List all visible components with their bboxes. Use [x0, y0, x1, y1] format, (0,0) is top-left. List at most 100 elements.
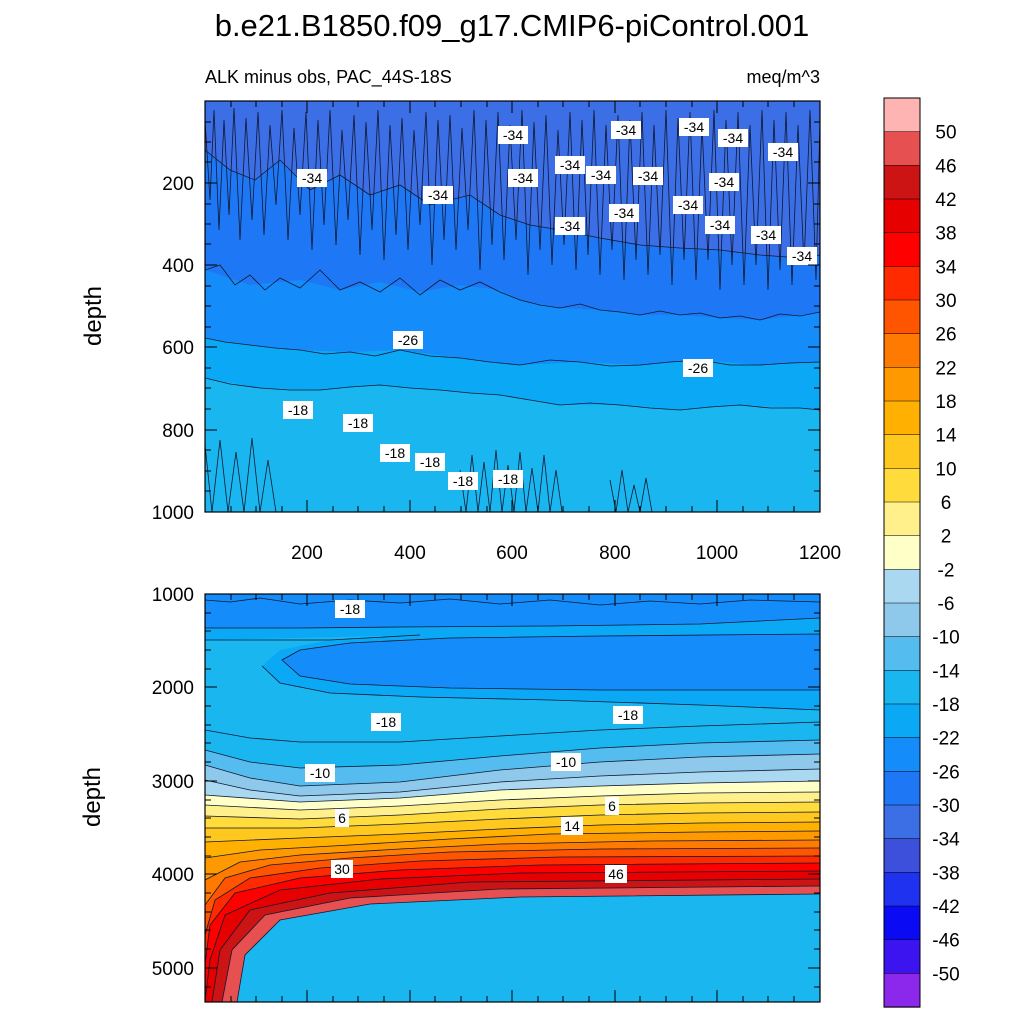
colorbar-box: [883, 299, 921, 335]
contour-label: -18: [448, 472, 478, 490]
contour-label: -34: [498, 126, 528, 144]
lower-ytick-label: 2000: [152, 678, 194, 699]
colorbar-box: [883, 131, 921, 166]
colorbar-level-label: -42: [932, 897, 959, 918]
colorbar-frame: [883, 97, 921, 1008]
lower-contour-fill: [205, 594, 820, 1002]
contour-label: -18: [335, 600, 365, 618]
lower-band-minus14: [205, 740, 820, 786]
contour-label: -34: [297, 169, 327, 187]
svg-text:-34: -34: [638, 168, 658, 184]
lower-x-ticks: [230, 594, 795, 1002]
contour-label: -34: [508, 169, 538, 187]
upper-ytick-label: 600: [162, 338, 194, 359]
svg-text:-34: -34: [723, 130, 743, 146]
xtick-label: 600: [496, 543, 528, 564]
colorbar-level-label: 26: [935, 325, 956, 346]
contour-label: -34: [423, 186, 453, 204]
lower-ytick: 3000: [152, 772, 820, 793]
svg-text:-34: -34: [503, 127, 523, 143]
colorbar-level-label: -22: [932, 729, 959, 750]
contour-label: -18: [493, 470, 523, 488]
xtick: 200: [291, 101, 323, 564]
lower-ytick: 5000: [152, 959, 820, 980]
lower-band-2: [205, 792, 820, 819]
colorbar-level-label: -10: [932, 628, 959, 649]
colorbar-level-label: 18: [935, 392, 956, 413]
contour-label: -18: [380, 444, 410, 462]
colorbar-box: [883, 97, 921, 133]
lower-contour-labels: -18 -18 -18 -10 -10 6 6 14 30 46: [305, 600, 643, 883]
contour-label: 6: [605, 797, 619, 815]
upper-contour-fill: [205, 101, 820, 512]
svg-text:14: 14: [564, 818, 580, 834]
upper-y-minor-ticks: [205, 121, 820, 492]
xtick: 1000: [696, 101, 738, 564]
colorbar-box: [883, 198, 921, 234]
chart-subtitle-units: meq/m^3: [747, 67, 820, 87]
lower-band-minus18b: [205, 722, 820, 768]
upper-ytick: 800: [162, 421, 820, 442]
lower-ytick: 2000: [152, 678, 820, 699]
xtick-label: 1200: [799, 543, 841, 564]
lower-y-minor-ticks: [205, 612, 820, 988]
colorbar-box: [883, 333, 921, 368]
lower-band-6: [205, 802, 820, 828]
colorbar-level-label: 14: [935, 426, 957, 447]
svg-text:-34: -34: [428, 187, 448, 203]
upper-ytick: 400: [162, 256, 820, 277]
upper-ylabel: depth: [80, 286, 107, 346]
contour-label: -34: [673, 196, 703, 214]
colorbar-box: [883, 872, 921, 907]
contour-label: 14: [561, 817, 583, 835]
svg-text:-34: -34: [560, 157, 580, 173]
contour-label: -18: [371, 713, 401, 731]
chart-subtitle-left: ALK minus obs, PAC_44S-18S: [205, 67, 452, 88]
colorbar-box: [883, 939, 921, 974]
upper-ytick-label: 400: [162, 256, 194, 277]
contour-label: -34: [633, 167, 663, 185]
svg-text:-18: -18: [453, 473, 473, 489]
contour-label: -34: [679, 118, 709, 136]
svg-text:-10: -10: [310, 765, 330, 781]
colorbar-box: [883, 973, 921, 1008]
colorbar-box: [883, 905, 921, 941]
svg-text:-26: -26: [688, 360, 708, 376]
colorbar-box: [883, 232, 921, 267]
svg-text:-34: -34: [678, 197, 698, 213]
svg-text:-26: -26: [398, 332, 418, 348]
colorbar-box: [883, 468, 921, 503]
xtick-label: 1000: [696, 543, 738, 564]
colorbar-labels: 50 46 42 38 34 30 26 22 18 14 10 6 2 -2 -6 -10 -14 -18 -22…: [932, 123, 960, 986]
contour-label: -10: [551, 753, 581, 771]
lower-band-10: [205, 812, 820, 842]
colorbar-box: [883, 266, 921, 301]
svg-text:-18: -18: [376, 714, 396, 730]
colorbar-level-label: -14: [932, 661, 960, 682]
svg-text:-34: -34: [773, 144, 793, 160]
contour-label: -34: [768, 143, 798, 161]
colorbar-box: [883, 804, 921, 840]
svg-text:-10: -10: [556, 754, 576, 770]
contour-label: -18: [613, 706, 643, 724]
upper-ytick-label: 1000: [152, 503, 194, 524]
contour-label: -18: [415, 453, 445, 471]
svg-text:6: 6: [338, 810, 346, 826]
lower-y-axis: 1000 2000 3000 4000 5000: [152, 585, 820, 988]
colorbar-level-label: 46: [935, 156, 956, 177]
colorbar: 50 46 42 38 34 30 26 22 18 14 10 6 2 -2 -6 -10 -14 -18 -22…: [883, 97, 960, 1008]
xtick: 600: [496, 101, 528, 564]
colorbar-box: [883, 367, 921, 402]
svg-text:30: 30: [334, 861, 350, 877]
upper-y-axis: 200 400 600 800 1000: [152, 121, 820, 524]
svg-text:-18: -18: [288, 402, 308, 418]
svg-text:-18: -18: [498, 471, 518, 487]
contour-label: -26: [393, 331, 423, 349]
lower-ytick-label: 3000: [152, 772, 194, 793]
colorbar-level-label: -50: [932, 964, 959, 985]
contour-label: -34: [709, 173, 739, 191]
colorbar-box: [883, 165, 921, 200]
contour-label: -34: [555, 217, 585, 235]
colorbar-level-label: 30: [935, 291, 956, 312]
